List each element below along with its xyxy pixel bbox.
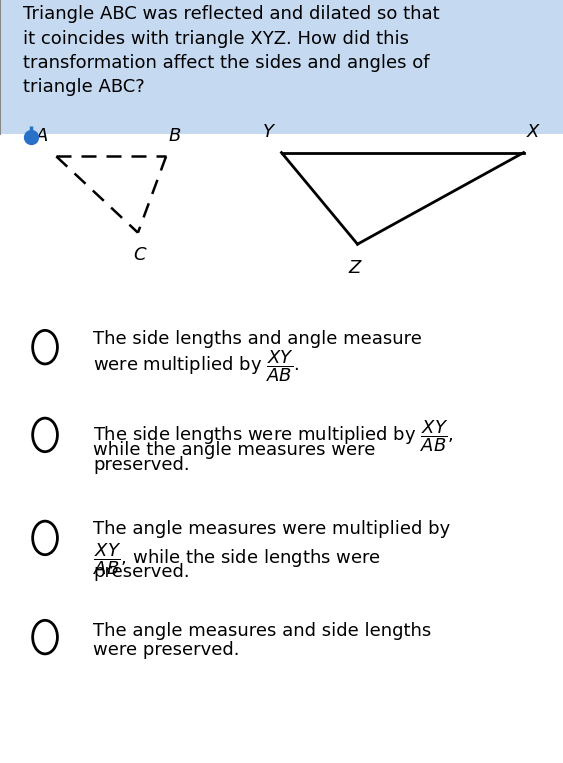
- Text: X: X: [526, 123, 539, 141]
- Text: B: B: [169, 127, 181, 145]
- Text: The angle measures and side lengths: The angle measures and side lengths: [93, 622, 431, 640]
- Text: A: A: [35, 127, 48, 145]
- Bar: [0, 0, 563, 134]
- Text: were multiplied by $\dfrac{XY}{AB}$.: were multiplied by $\dfrac{XY}{AB}$.: [93, 349, 299, 385]
- Text: Y: Y: [262, 123, 274, 141]
- Text: Triangle ABC was reflected and dilated so that
it coincides with triangle XYZ. H: Triangle ABC was reflected and dilated s…: [23, 5, 439, 96]
- Text: $\dfrac{XY}{AB}$, while the side lengths were: $\dfrac{XY}{AB}$, while the side lengths…: [93, 542, 381, 578]
- Text: preserved.: preserved.: [93, 456, 190, 475]
- Text: Z: Z: [348, 259, 361, 278]
- Text: while the angle measures were: while the angle measures were: [93, 441, 376, 459]
- Text: The angle measures were multiplied by: The angle measures were multiplied by: [93, 520, 450, 539]
- Text: The side lengths and angle measure: The side lengths and angle measure: [93, 330, 422, 348]
- Text: C: C: [133, 246, 146, 264]
- Text: The side lengths were multiplied by $\dfrac{XY}{AB}$,: The side lengths were multiplied by $\df…: [93, 418, 454, 454]
- Text: preserved.: preserved.: [93, 563, 190, 581]
- Text: were preserved.: were preserved.: [93, 641, 239, 659]
